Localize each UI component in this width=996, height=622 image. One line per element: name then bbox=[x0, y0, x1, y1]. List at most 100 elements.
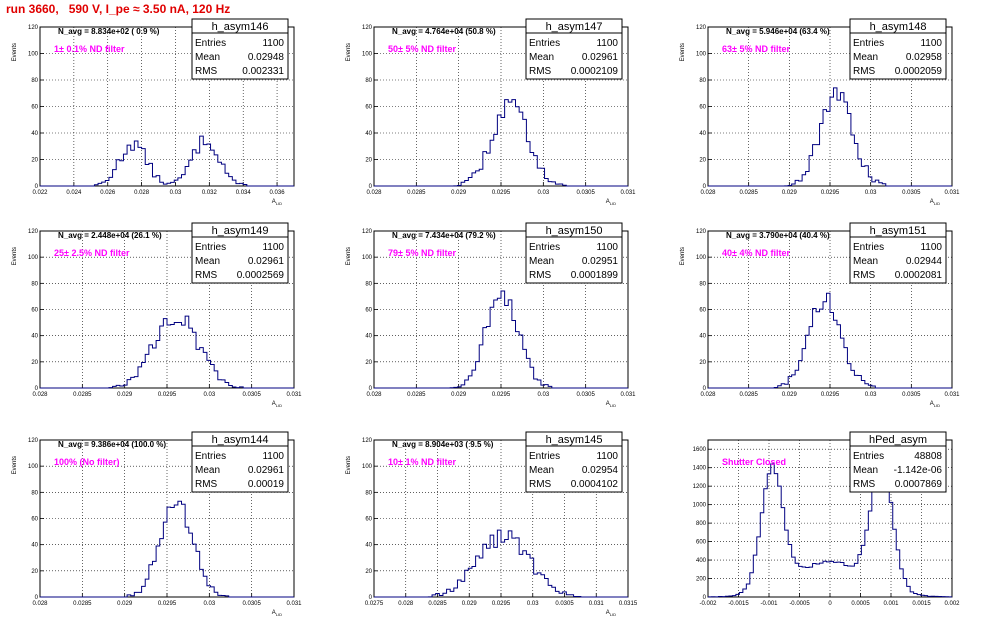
hist-title: hPed_asym bbox=[869, 434, 927, 446]
stats-value: 1100 bbox=[920, 242, 942, 253]
x-tick-label: 0.031 bbox=[944, 190, 960, 196]
y-tick-label: 100 bbox=[28, 52, 39, 58]
y-axis-label: Events bbox=[346, 43, 352, 61]
hist-panel-h_asym147: 0.028 0.0285 0.029 0.0295 0.03 0.0305 0.031 0 20… bbox=[346, 18, 636, 206]
hist-panel-hPed_asym: -0.002 -0.0015 -0.001 -0.0005 0 0.0005 0.001 0.… bbox=[693, 431, 960, 607]
x-tick-label: 0.03 bbox=[537, 190, 549, 196]
stats-value: 0.02961 bbox=[582, 52, 619, 63]
x-tick-label: 0.0305 bbox=[902, 392, 921, 398]
n-avg-label: N_avg = 4.764e+04 (50.8 %) bbox=[392, 27, 496, 36]
x-tick-label: 0.0315 bbox=[619, 601, 638, 607]
y-tick-label: 0 bbox=[703, 386, 707, 392]
x-tick-label: -0.001 bbox=[760, 601, 778, 607]
n-avg-label: N_avg = 8.834e+02 ( 0.9 %) bbox=[58, 27, 160, 36]
hist-panel-h_asym145: 0.0275 0.028 0.0285 0.029 0.0295 0.03 0.0305 0.… bbox=[346, 431, 638, 617]
y-tick-label: 40 bbox=[699, 334, 706, 340]
stats-key: Mean bbox=[853, 256, 878, 267]
hist-title: h_asym146 bbox=[212, 21, 269, 33]
histogram-line bbox=[708, 292, 952, 389]
y-tick-label: 80 bbox=[365, 281, 372, 287]
filter-label: 100% (No filter) bbox=[54, 457, 120, 467]
y-tick-label: 0 bbox=[369, 595, 373, 601]
n-avg-label: N_avg = 9.386e+04 (100.0 %) bbox=[58, 440, 166, 449]
x-tick-label: 0.0305 bbox=[902, 190, 921, 196]
y-tick-label: 0 bbox=[35, 595, 39, 601]
stats-value: 0.02944 bbox=[906, 256, 943, 267]
n-avg-label: N_avg = 2.448e+04 (26.1 %) bbox=[58, 231, 162, 240]
stats-value: 0.002331 bbox=[242, 66, 284, 77]
y-tick-label: 400 bbox=[696, 558, 707, 564]
y-tick-label: 1400 bbox=[693, 466, 707, 472]
x-axis-label: ALID bbox=[272, 401, 282, 408]
y-tick-label: 120 bbox=[28, 438, 39, 444]
stats-value: 0.0007869 bbox=[895, 479, 943, 490]
x-tick-label: 0.0305 bbox=[242, 601, 261, 607]
stats-key: RMS bbox=[195, 66, 218, 77]
stats-value: 0.02951 bbox=[582, 256, 619, 267]
x-tick-label: 0.028 bbox=[700, 392, 716, 398]
x-tick-label: 0.0005 bbox=[851, 601, 870, 607]
stats-key: RMS bbox=[529, 479, 552, 490]
x-tick-label: 0.0285 bbox=[407, 392, 426, 398]
filter-label: 79± 5% ND filter bbox=[388, 248, 456, 258]
y-axis-label: Events bbox=[12, 247, 18, 265]
stats-value: 1100 bbox=[596, 242, 618, 253]
hist-panel-h_asym148: 0.028 0.0285 0.029 0.0295 0.03 0.0305 0.031 0 20… bbox=[680, 18, 960, 206]
y-tick-label: 20 bbox=[31, 158, 38, 164]
y-tick-label: 0 bbox=[703, 184, 707, 190]
hist-panel-h_asym146: 0.022 0.024 0.026 0.028 0.03 0.032 0.034 0.036 0… bbox=[12, 18, 295, 206]
x-tick-label: -0.002 bbox=[699, 601, 717, 607]
x-tick-label: 0.0295 bbox=[492, 392, 511, 398]
x-tick-label: 0.0285 bbox=[73, 601, 92, 607]
filter-label: 1± 0.1% ND filter bbox=[54, 44, 125, 54]
stats-value: 1100 bbox=[262, 38, 284, 49]
y-tick-label: 60 bbox=[699, 105, 706, 111]
x-tick-label: -0.0005 bbox=[789, 601, 810, 607]
y-tick-label: 100 bbox=[362, 464, 373, 470]
x-axis-label: ALID bbox=[930, 401, 940, 408]
y-tick-label: 1200 bbox=[693, 484, 707, 490]
stats-key: Entries bbox=[853, 451, 884, 462]
y-tick-label: 0 bbox=[35, 386, 39, 392]
y-tick-label: 20 bbox=[699, 158, 706, 164]
stats-value: 0.02948 bbox=[248, 52, 285, 63]
x-tick-label: 0.024 bbox=[66, 190, 82, 196]
x-tick-label: 0.002 bbox=[944, 601, 960, 607]
x-axis-label: ALID bbox=[272, 199, 282, 206]
stats-key: Mean bbox=[195, 52, 220, 63]
y-tick-label: 120 bbox=[28, 229, 39, 235]
stats-key: Entries bbox=[853, 242, 884, 253]
x-tick-label: 0.03 bbox=[527, 601, 539, 607]
y-tick-label: 120 bbox=[696, 229, 707, 235]
stats-value: 0.02961 bbox=[248, 256, 285, 267]
histogram-line bbox=[708, 461, 952, 598]
stats-key: RMS bbox=[853, 270, 876, 281]
y-axis-label: Events bbox=[12, 43, 18, 61]
y-tick-label: 80 bbox=[31, 281, 38, 287]
stats-box bbox=[525, 222, 623, 284]
x-tick-label: 0.03 bbox=[203, 392, 215, 398]
y-tick-label: 60 bbox=[31, 308, 38, 314]
stats-value: 48808 bbox=[914, 451, 942, 462]
hist-title: h_asym147 bbox=[546, 21, 603, 33]
y-tick-label: 100 bbox=[362, 52, 373, 58]
y-tick-label: 60 bbox=[365, 517, 372, 523]
filter-label: 10± 1% ND filter bbox=[388, 457, 456, 467]
y-tick-label: 1000 bbox=[693, 503, 707, 509]
y-tick-label: 80 bbox=[31, 490, 38, 496]
x-tick-label: 0.029 bbox=[782, 190, 798, 196]
x-tick-label: 0.0295 bbox=[821, 190, 840, 196]
stats-box bbox=[849, 431, 947, 493]
x-tick-label: -0.0015 bbox=[728, 601, 749, 607]
hist-title: h_asym144 bbox=[212, 434, 269, 446]
stats-box bbox=[849, 222, 947, 284]
y-tick-label: 40 bbox=[31, 334, 38, 340]
stats-box bbox=[525, 18, 623, 80]
x-tick-label: 0.001 bbox=[883, 601, 899, 607]
histogram-line bbox=[40, 135, 294, 187]
y-tick-label: 100 bbox=[696, 52, 707, 58]
y-tick-label: 80 bbox=[699, 78, 706, 84]
y-tick-label: 40 bbox=[31, 543, 38, 549]
filter-label: 63± 5% ND filter bbox=[722, 44, 790, 54]
